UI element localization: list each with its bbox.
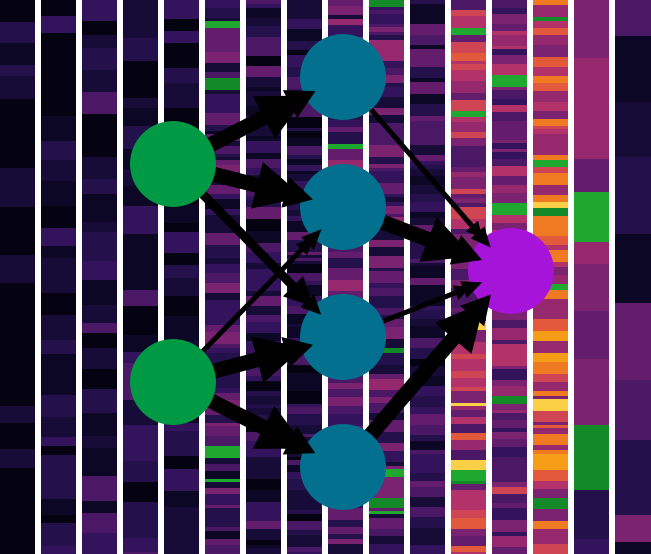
input-node-i2: [130, 339, 216, 425]
edges-layer: [200, 99, 481, 446]
arrowheads-layer: [281, 90, 490, 454]
edge-i1-h1: [208, 99, 301, 146]
edge-i1-h2: [211, 174, 297, 196]
nodes-layer: [130, 34, 554, 510]
edge-i2-h4: [208, 399, 300, 445]
edge-h3-o1: [379, 288, 468, 323]
edge-h2-o1: [379, 221, 466, 254]
hidden-node-h4: [300, 424, 386, 510]
hidden-node-h1: [300, 34, 386, 120]
edge-i1-h3: [200, 192, 310, 304]
edge-h4-o1: [368, 307, 479, 437]
input-node-i1: [130, 121, 216, 207]
edge-i2-h2: [200, 240, 311, 354]
edge-i2-h3: [211, 349, 297, 372]
